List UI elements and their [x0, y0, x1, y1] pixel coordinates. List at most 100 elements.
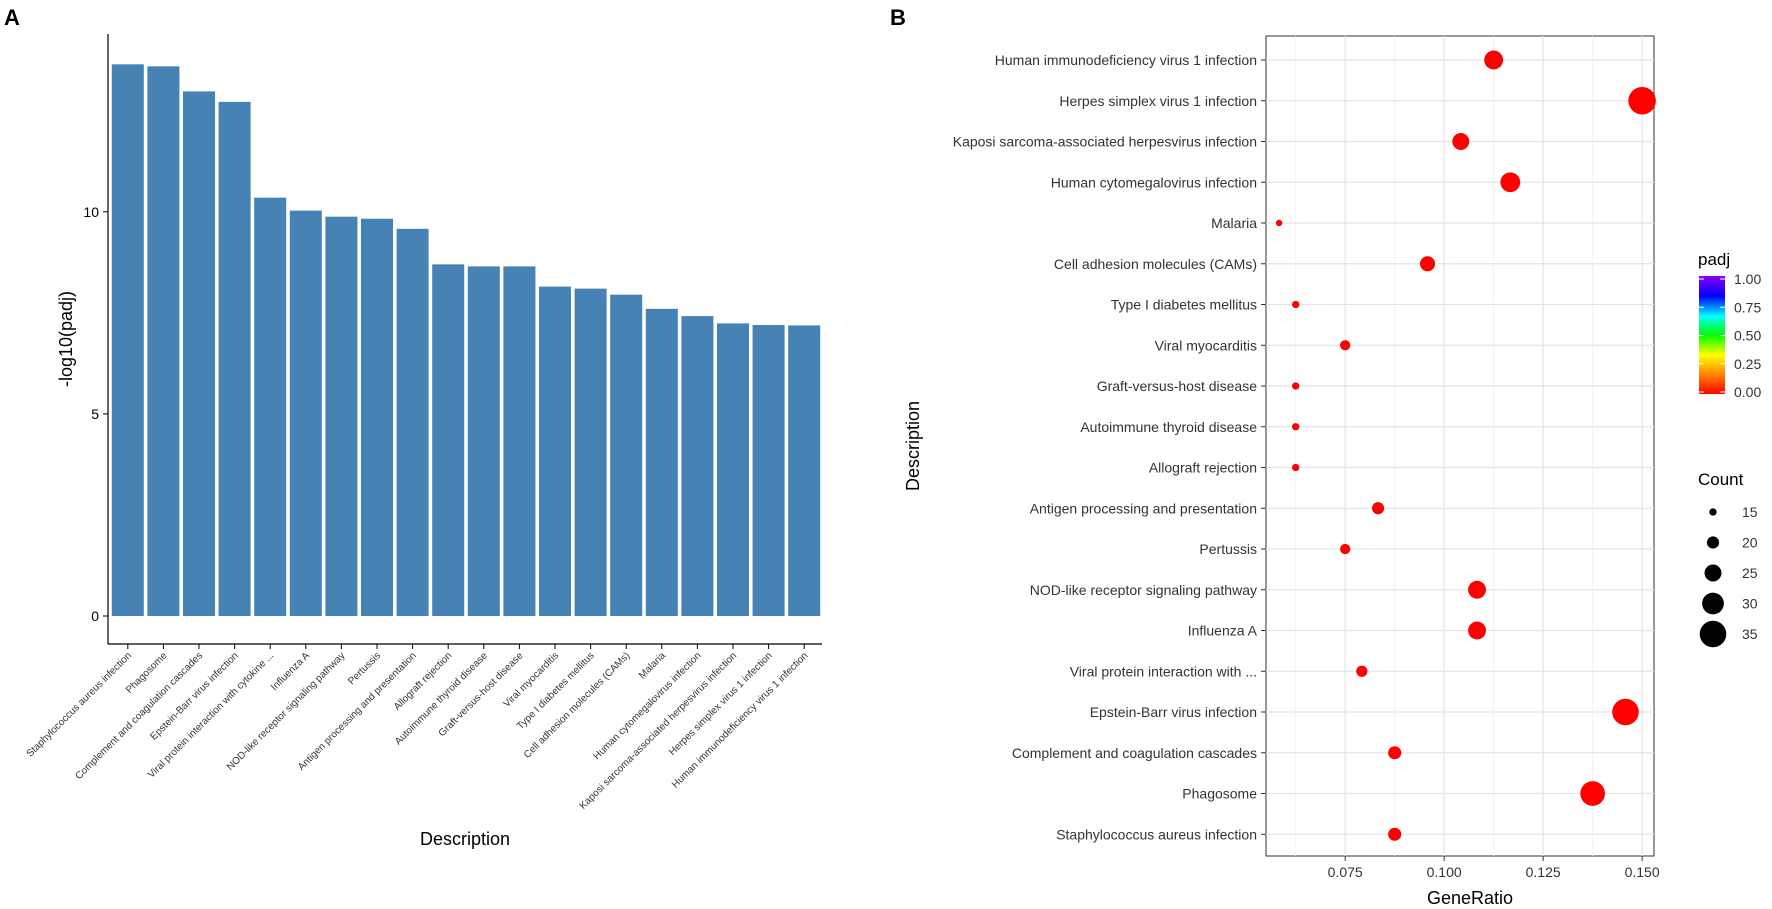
panel-a-x-axis-title: Description [420, 829, 510, 849]
x-tick-label: 0.150 [1625, 864, 1660, 880]
data-point [1580, 781, 1605, 806]
count-legend-label: 35 [1742, 626, 1758, 642]
panel-b: B Human immunodeficiency virus 1 infecti… [890, 5, 1761, 908]
panel-b-y-ticks: Human immunodeficiency virus 1 infection… [953, 52, 1266, 842]
bar [645, 308, 678, 616]
data-point [1292, 423, 1300, 431]
panel-a-bars [111, 64, 821, 617]
count-legend-label: 20 [1742, 535, 1758, 551]
panel-a-label: A [4, 5, 20, 30]
panel-a-y-ticks: 0 5 10 [83, 204, 108, 624]
panel-b-points [1275, 50, 1656, 841]
y-tick-label: 0 [91, 608, 99, 624]
y-tick-label: Pertussis [1199, 541, 1257, 557]
count-legend-title: Count [1698, 470, 1744, 489]
count-legend-dot [1704, 564, 1722, 582]
padj-legend-tick-label: 0.50 [1734, 328, 1761, 344]
x-tick-label: Complement and coagulation cascades [74, 650, 206, 782]
y-tick-label: Viral myocarditis [1155, 337, 1257, 353]
panel-b-plot-area [1265, 35, 1655, 857]
bar [289, 210, 322, 616]
padj-legend-tick-label: 0.25 [1734, 356, 1761, 372]
count-legend-dot [1709, 508, 1717, 516]
data-point [1468, 621, 1486, 640]
panel-b-x-ticks: 0.075 0.100 0.125 0.150 [1328, 856, 1660, 880]
y-tick-label: Kaposi sarcoma-associated herpesvirus in… [953, 134, 1257, 150]
bar [111, 64, 144, 616]
data-point [1292, 382, 1300, 390]
y-tick-label: Phagosome [1182, 786, 1257, 802]
data-point [1612, 698, 1639, 726]
bar [182, 91, 216, 617]
data-point [1388, 827, 1402, 841]
bar [360, 218, 394, 616]
data-point [1484, 50, 1504, 70]
y-tick-label: Type I diabetes mellitus [1111, 297, 1257, 313]
bar [218, 101, 251, 616]
padj-legend-title: padj [1698, 250, 1730, 269]
y-tick-label: Staphylococcus aureus infection [1056, 826, 1257, 842]
data-point [1292, 463, 1300, 472]
y-tick-label: Cell adhesion molecules (CAMs) [1054, 256, 1257, 272]
x-tick-label: 0.125 [1526, 864, 1561, 880]
x-tick-label: Malaria [637, 650, 668, 681]
bar [610, 294, 643, 616]
x-tick-label: Pertussis [346, 650, 383, 687]
x-tick-label: Human immunodeficiency virus 1 infection [670, 650, 810, 790]
y-tick-label: Autoimmune thyroid disease [1080, 419, 1257, 435]
bar [432, 264, 465, 616]
data-point [1500, 172, 1521, 193]
bar [538, 286, 572, 616]
data-point [1628, 86, 1656, 115]
bar [467, 266, 500, 616]
bar [325, 216, 358, 616]
y-tick-label: Viral protein interaction with ... [1070, 663, 1257, 679]
y-tick-label: 5 [91, 406, 99, 422]
y-tick-label: NOD-like receptor signaling pathway [1030, 582, 1257, 598]
count-legend-dot [1699, 620, 1727, 648]
x-tick-label: 0.100 [1427, 864, 1462, 880]
panel-b-x-axis-title: GeneRatio [1427, 888, 1513, 908]
padj-legend-ticks: 1.00 0.75 0.50 0.25 0.00 [1699, 271, 1761, 400]
bar [574, 288, 607, 616]
y-tick-label: Graft-versus-host disease [1097, 378, 1257, 394]
panel-b-y-axis-title: Description [903, 401, 923, 491]
padj-legend-tick-label: 0.75 [1734, 299, 1761, 315]
count-legend-label: 15 [1742, 504, 1758, 520]
y-tick-label: Complement and coagulation cascades [1012, 745, 1257, 761]
count-legend-items: 15 20 25 30 35 [1699, 504, 1758, 648]
data-point [1292, 300, 1300, 309]
y-tick-label: Epstein-Barr virus infection [1090, 704, 1257, 720]
data-point [1388, 746, 1402, 760]
y-tick-label: Influenza A [1188, 623, 1258, 639]
bar [716, 323, 750, 616]
count-legend-dot [1702, 592, 1724, 615]
bar [681, 316, 714, 616]
y-tick-label: 10 [83, 204, 99, 220]
panel-b-label: B [890, 5, 906, 30]
data-point [1356, 665, 1368, 677]
data-point [1420, 256, 1436, 272]
panel-a-y-axis-title: -log10(padj) [56, 291, 76, 387]
bar [396, 228, 429, 616]
y-tick-label: Allograft rejection [1149, 460, 1257, 476]
y-tick-label: Antigen processing and presentation [1030, 500, 1257, 516]
y-tick-label: Human immunodeficiency virus 1 infection [995, 52, 1257, 68]
y-tick-label: Herpes simplex virus 1 infection [1059, 93, 1257, 109]
data-point [1371, 502, 1385, 515]
y-tick-label: Human cytomegalovirus infection [1051, 174, 1257, 190]
padj-legend-tick-label: 0.00 [1734, 384, 1761, 400]
x-tick-label: 0.075 [1328, 864, 1363, 880]
data-point [1468, 580, 1486, 599]
data-point [1340, 340, 1351, 351]
panel-a: A 0 5 10 Staphylococcus aureus infectionPh… [4, 5, 822, 849]
count-legend: Count 15 20 25 30 35 [1698, 470, 1758, 648]
x-tick-label: Viral protein interaction with cytokine … [146, 650, 276, 780]
data-point [1340, 543, 1351, 555]
bar [147, 66, 180, 617]
bar [503, 266, 536, 616]
count-legend-dot [1706, 536, 1720, 549]
bar [788, 325, 821, 616]
data-point [1275, 219, 1283, 227]
